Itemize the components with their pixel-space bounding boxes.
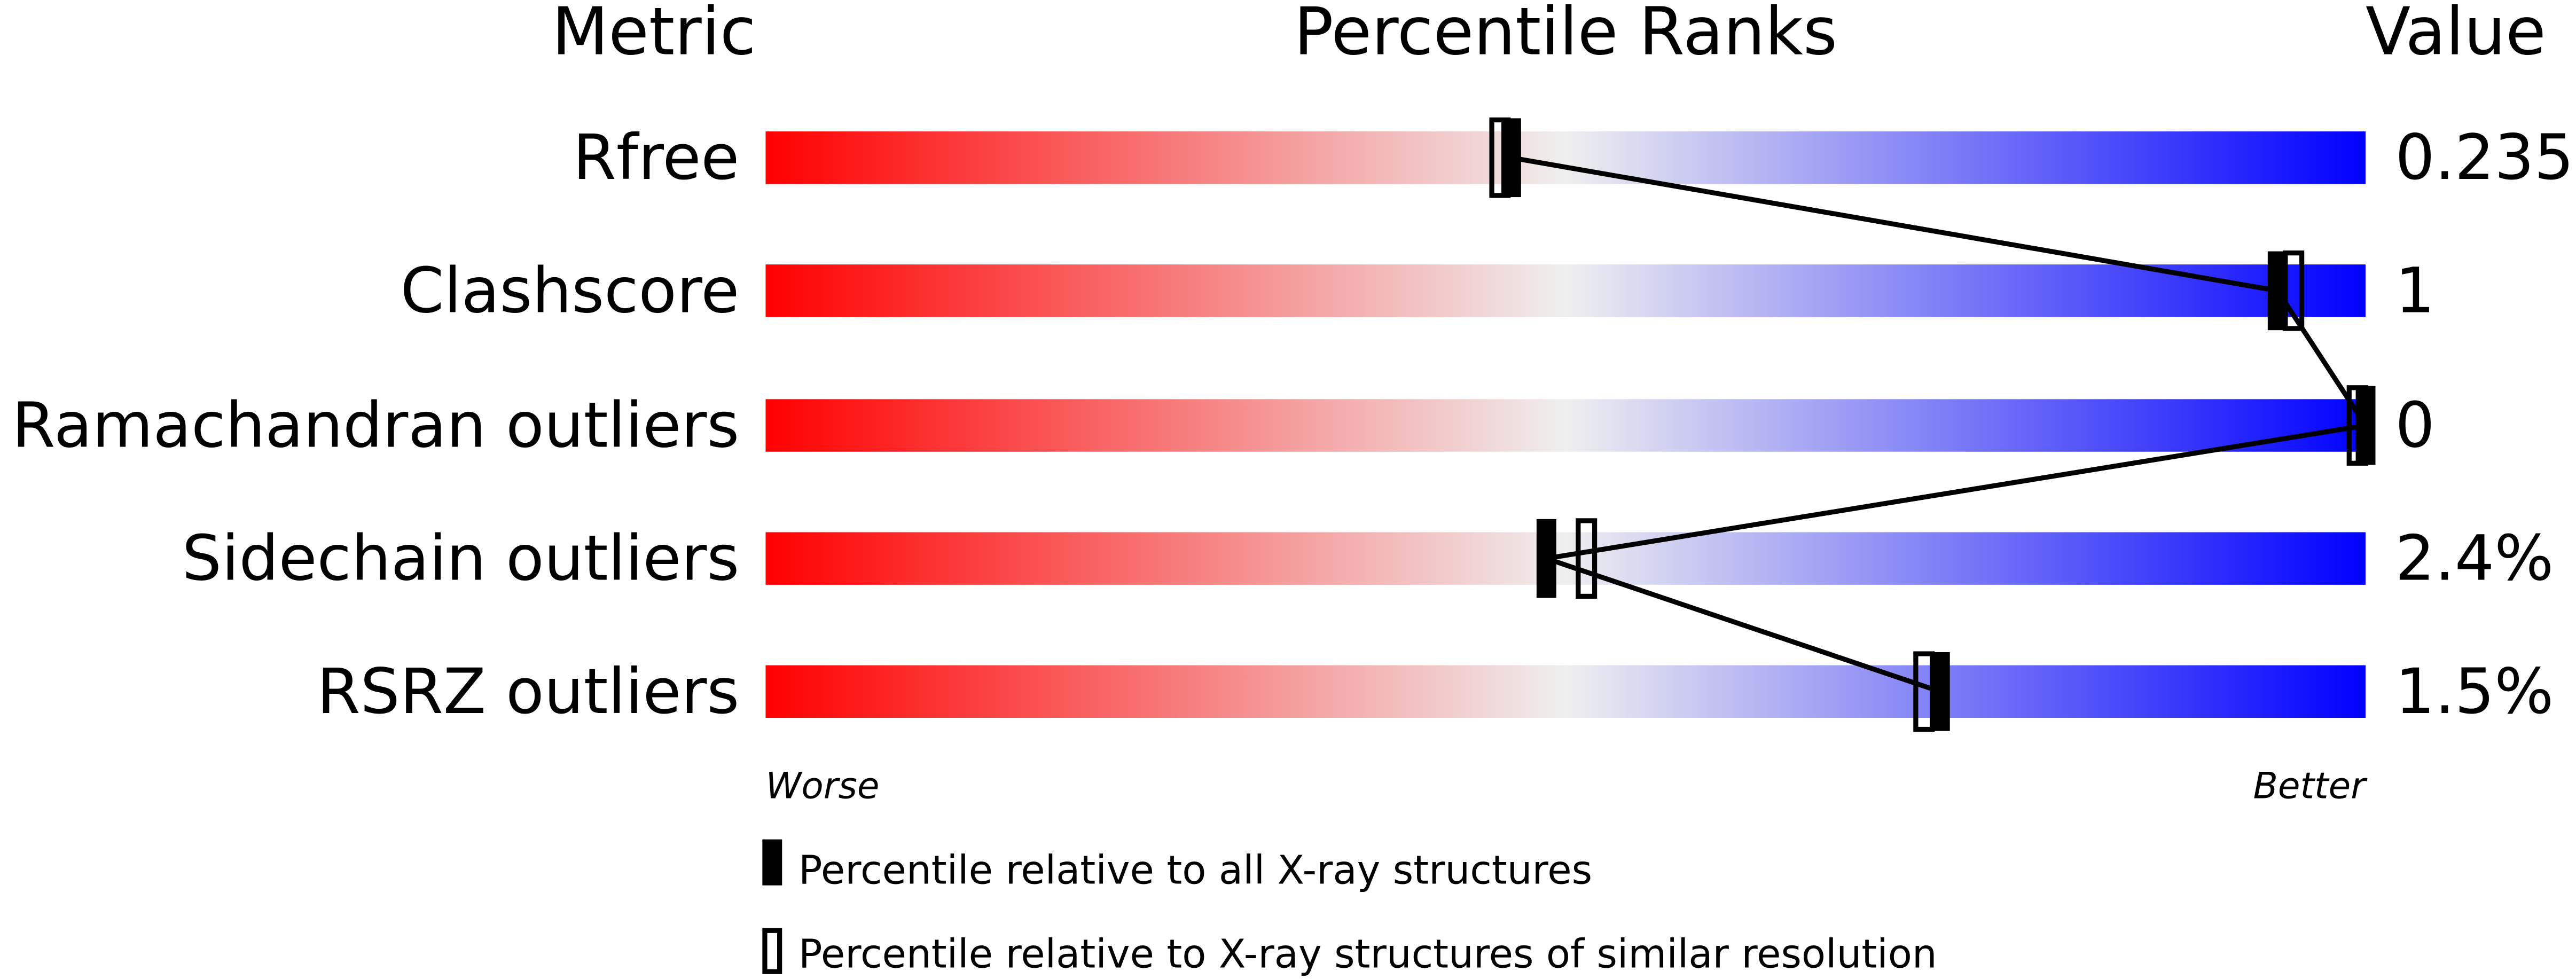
percentile-bar [765, 532, 2366, 585]
percentile-bar [765, 399, 2366, 452]
percentile-bar [765, 264, 2366, 317]
header-percentile-ranks: Percentile Ranks [1294, 0, 1837, 70]
all-structures-marker [2355, 386, 2376, 465]
metric-label: Sidechain outliers [182, 522, 739, 595]
all-structures-marker [1536, 519, 1556, 598]
legend-filled-marker [762, 839, 782, 886]
header-metric: Metric [552, 0, 756, 70]
metric-value: 0 [2395, 389, 2434, 462]
metric-value: 2.4% [2395, 522, 2554, 595]
legend-similar-label: Percentile relative to X-ray structures … [798, 931, 1937, 977]
better-label: Better [2253, 765, 2368, 807]
all-structures-marker [1501, 118, 1521, 198]
worse-label: Worse [765, 765, 879, 807]
metric-label: Clashscore [401, 254, 740, 327]
legend-all-label: Percentile relative to all X-ray structu… [798, 848, 1592, 894]
header-value: Value [2366, 0, 2546, 70]
similar-resolution-marker [1576, 518, 1598, 599]
all-structures-marker [1930, 652, 1950, 731]
metric-value: 1.5% [2395, 655, 2554, 728]
percentile-bar [765, 665, 2366, 718]
all-structures-marker [2267, 251, 2288, 331]
metric-value: 0.235 [2395, 121, 2574, 194]
metric-label: Rfree [573, 121, 740, 194]
metric-label: Ramachandran outliers [12, 389, 739, 462]
percentile-bar [765, 131, 2366, 184]
metric-value: 1 [2395, 254, 2434, 327]
metric-label: RSRZ outliers [317, 655, 739, 728]
legend-open-marker [762, 928, 782, 974]
